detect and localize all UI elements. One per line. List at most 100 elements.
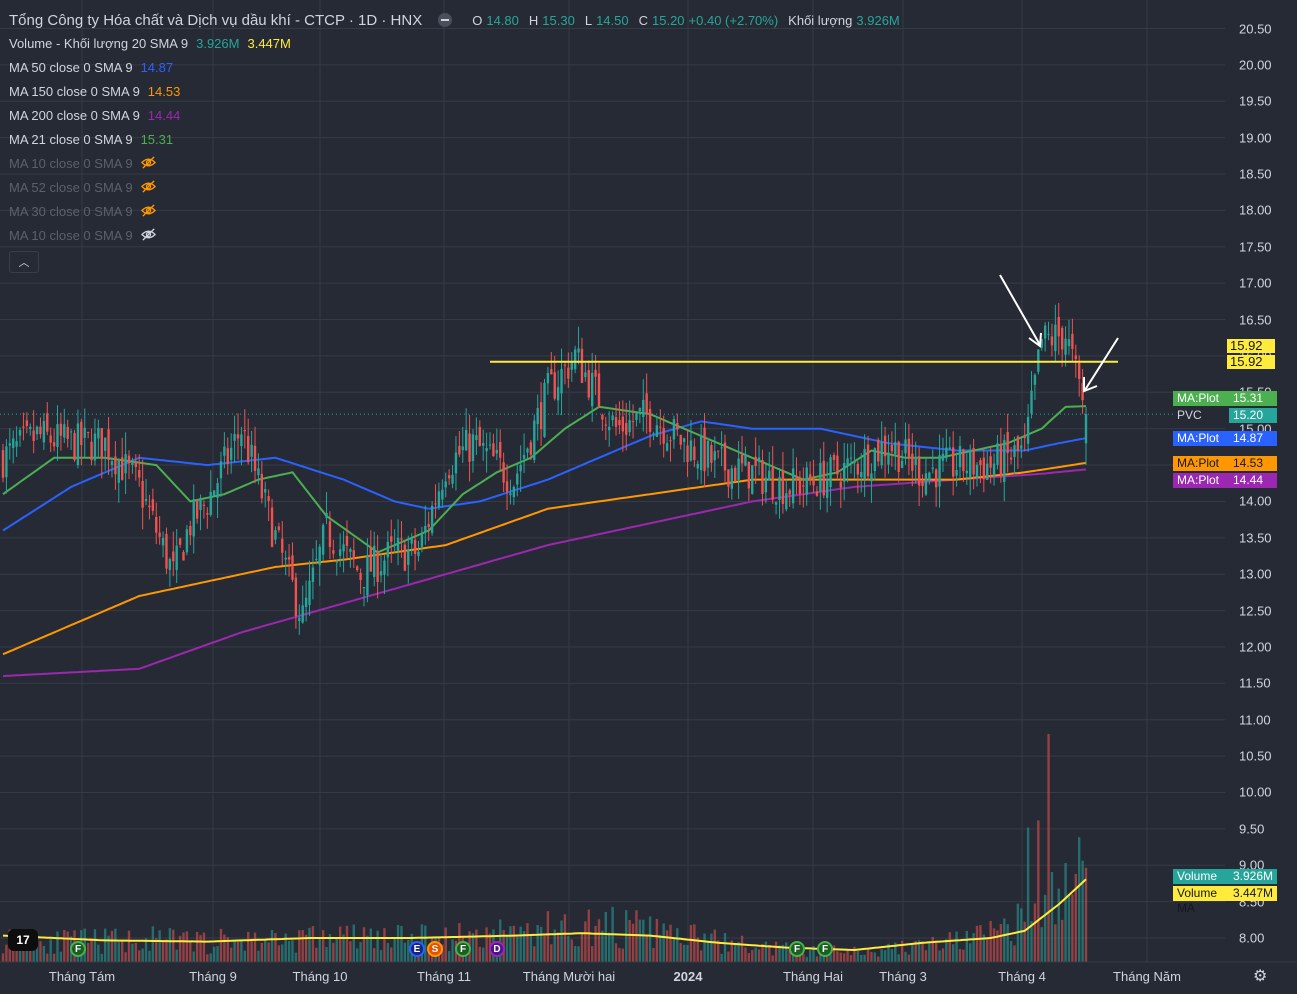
volume-bar	[270, 930, 274, 962]
price-tick: 11.00	[1239, 712, 1271, 728]
candle-body	[529, 442, 533, 455]
volume-bar	[15, 940, 18, 962]
candle-body	[897, 441, 900, 472]
eye-off-icon[interactable]	[140, 227, 156, 242]
indicator-row[interactable]: MA 150 close 0 SMA 9 14.53	[9, 80, 900, 104]
volume-bar	[63, 929, 66, 962]
ma200-tag-value: 14.44	[1229, 473, 1277, 488]
volume-bar	[604, 911, 607, 962]
candle-body	[471, 434, 475, 461]
price-tick: 19.00	[1239, 130, 1272, 146]
candle-body	[730, 468, 733, 489]
volume-bar	[1078, 837, 1081, 962]
tradingview-logo[interactable]: 17	[8, 929, 38, 951]
volume-bar	[338, 926, 342, 962]
candle-body	[754, 456, 757, 467]
candle-body	[195, 500, 199, 519]
candle-body	[737, 458, 740, 481]
hidden-indicator-row[interactable]: MA 30 close 0 SMA 9	[9, 200, 900, 224]
candle-body	[608, 426, 611, 431]
volume-bar	[866, 949, 870, 962]
volume-bar	[999, 924, 1003, 962]
volume-bar	[441, 944, 444, 962]
time-tick: Tháng 10	[292, 969, 348, 984]
candle-body	[870, 473, 873, 482]
candle-body	[512, 486, 516, 498]
ohlc-values: O 14.80 H 15.30 L 14.50 C 15.20 +0.40 (+2.70…	[466, 13, 900, 28]
candle-body	[832, 455, 836, 461]
hidden-indicator-row[interactable]: MA 52 close 0 SMA 9	[9, 176, 900, 200]
symbol-title[interactable]: Tổng Công ty Hóa chất và Dịch vụ dầu khí…	[9, 11, 423, 29]
volume-bar	[907, 954, 911, 962]
candle-body	[539, 402, 543, 430]
candle-body	[168, 559, 172, 570]
hidden-indicator-row[interactable]: MA 10 close 0 SMA 9	[9, 152, 900, 176]
candle-body	[642, 399, 645, 417]
eye-off-icon[interactable]	[140, 155, 156, 170]
event-marker[interactable]: F	[789, 941, 805, 957]
candle-body	[114, 456, 117, 475]
volume-bar	[328, 934, 332, 962]
volume-bar	[948, 932, 951, 962]
volume-bar	[264, 939, 267, 962]
candle-body	[999, 444, 1003, 477]
candle-body	[863, 448, 866, 480]
event-marker[interactable]: F	[455, 941, 471, 957]
event-marker[interactable]: F	[817, 941, 833, 957]
candle-body	[32, 430, 35, 442]
candle-body	[1040, 339, 1043, 348]
time-tick: Tháng 3	[879, 969, 927, 984]
event-marker[interactable]: E	[409, 941, 425, 957]
indicator-row[interactable]: MA 21 close 0 SMA 9 15.31	[9, 128, 900, 152]
volume-bar	[349, 941, 352, 962]
ma50-axis-tag: MA:Plot 14.87	[1173, 431, 1277, 446]
candle-body	[962, 449, 965, 472]
volume-bar	[287, 941, 291, 962]
volume-bar	[567, 935, 570, 962]
indicator-value: 14.87	[140, 60, 174, 75]
volume-bar	[972, 933, 975, 962]
candle-body	[5, 446, 8, 478]
candle-body	[628, 420, 631, 433]
volume-bar	[1071, 894, 1074, 962]
event-marker[interactable]: F	[70, 941, 86, 957]
event-marker[interactable]: S	[427, 941, 443, 957]
low-label: L	[584, 12, 593, 28]
candle-body	[369, 547, 372, 572]
eye-off-icon[interactable]	[140, 203, 156, 218]
gear-icon[interactable]: ⚙	[1253, 968, 1268, 985]
volume-bar	[594, 925, 597, 962]
volume-bar	[114, 928, 117, 962]
price-tick: 9.50	[1239, 821, 1265, 837]
volume-bar	[928, 941, 931, 962]
volume-bar	[393, 937, 396, 962]
candle-body	[774, 502, 778, 505]
candle-body	[206, 513, 209, 515]
indicator-row[interactable]: Volume - Khối lượng 20 SMA 9 3.926M 3.447M	[9, 32, 900, 56]
candle-body	[396, 537, 400, 551]
volume-bar	[931, 936, 934, 962]
collapse-legend-icon[interactable]	[438, 13, 453, 27]
candle-body	[76, 423, 80, 466]
indicator-row[interactable]: MA 50 close 0 SMA 9 14.87	[9, 56, 900, 80]
candle-body	[304, 597, 308, 608]
volume-bar	[958, 949, 962, 962]
candle-body	[887, 452, 890, 465]
volume-bar	[945, 939, 948, 962]
hidden-indicator-row[interactable]: MA 10 close 0 SMA 9	[9, 224, 900, 248]
candle-body	[843, 462, 846, 482]
indicator-row[interactable]: MA 200 close 0 SMA 9 14.44	[9, 104, 900, 128]
volume-bar	[66, 931, 69, 962]
candle-body	[877, 439, 880, 462]
eye-off-icon[interactable]	[140, 179, 156, 194]
volume-bar	[1047, 734, 1050, 962]
volume-bar	[103, 928, 107, 962]
event-marker[interactable]: D	[489, 941, 505, 957]
candle-body	[648, 409, 652, 432]
candle-body	[550, 369, 553, 375]
candle-body	[880, 441, 883, 466]
candle-body	[291, 555, 294, 580]
legend-toggle-button[interactable]: ︿	[9, 251, 39, 273]
price-tick: 20.50	[1239, 21, 1272, 36]
